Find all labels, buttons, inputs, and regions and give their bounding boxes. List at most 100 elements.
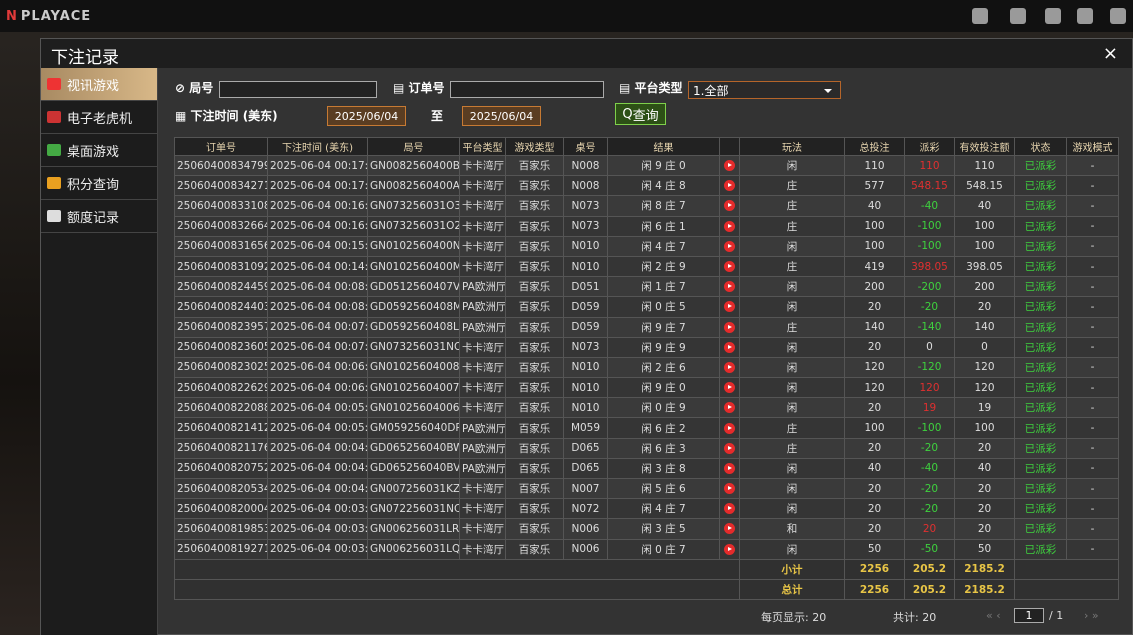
replay-icon[interactable] — [724, 261, 735, 273]
cell: 19 — [954, 397, 1015, 419]
replay-icon[interactable] — [724, 200, 735, 212]
prev-arrows[interactable]: « ‹ — [986, 609, 1001, 622]
cell: 闲 2 庄 9 — [607, 255, 720, 278]
cell: 20 — [904, 518, 955, 540]
cell: 庄 — [739, 255, 845, 278]
cell: 已派彩 — [1014, 316, 1067, 338]
cell: 2025-06-04 00:15:08 — [267, 235, 368, 257]
sidebar-icon — [47, 177, 61, 189]
replay-cell — [719, 518, 740, 540]
column-header: 平台类型 — [459, 137, 506, 156]
sidebar-item[interactable]: 电子老虎机 — [41, 101, 157, 134]
replay-icon[interactable] — [724, 543, 735, 555]
cell: 庄 — [739, 175, 845, 197]
cell: GN007256031KZ — [367, 477, 460, 500]
replay-icon[interactable] — [724, 382, 735, 394]
summary-blank — [1014, 578, 1119, 601]
cell: -20 — [904, 437, 955, 459]
replay-icon[interactable] — [724, 160, 735, 172]
cell: 已派彩 — [1014, 336, 1067, 358]
cell: 250604008205348 — [174, 477, 268, 500]
replay-icon[interactable] — [724, 281, 735, 293]
settings-icon[interactable] — [1077, 8, 1093, 24]
replay-icon[interactable] — [724, 483, 735, 495]
date-from[interactable]: 2025/06/04 — [327, 106, 406, 126]
summary-payout: 205.2 — [904, 578, 955, 601]
music-icon[interactable] — [1045, 8, 1061, 24]
close-button[interactable]: × — [1102, 43, 1118, 64]
replay-cell — [719, 457, 740, 480]
sidebar-item[interactable]: 积分查询 — [41, 167, 157, 200]
round-input[interactable] — [219, 81, 377, 98]
cell: - — [1066, 538, 1119, 560]
summary-row: 小计 2256 205.2 2185.2 — [174, 558, 1119, 580]
replay-icon[interactable] — [724, 301, 735, 313]
column-header: 结果 — [607, 137, 720, 156]
cell: 百家乐 — [505, 477, 564, 500]
cell: 闲 6 庄 1 — [607, 215, 720, 237]
next-arrows[interactable]: › » — [1084, 609, 1099, 622]
replay-icon[interactable] — [724, 321, 735, 333]
replay-cell — [719, 538, 740, 560]
label: 查询 — [632, 108, 659, 124]
cell: 100 — [954, 235, 1015, 257]
summary-blank — [174, 578, 740, 601]
order-input[interactable] — [450, 81, 604, 98]
replay-icon[interactable] — [724, 240, 735, 252]
replay-icon[interactable] — [724, 341, 735, 353]
cell: 闲 — [739, 397, 845, 419]
page-input[interactable]: 1 — [1014, 608, 1044, 623]
sidebar-item[interactable]: 视讯游戏 — [41, 68, 157, 101]
replay-icon[interactable] — [724, 503, 735, 515]
cell: 闲 1 庄 7 — [607, 276, 720, 298]
logo: N PLAYACE — [6, 8, 92, 24]
summary-blank — [174, 558, 740, 580]
replay-icon[interactable] — [724, 220, 735, 232]
column-header: 桌号 — [563, 137, 608, 156]
cell: GN01025604008 — [367, 356, 460, 379]
vip-icon[interactable] — [972, 8, 988, 24]
search-button[interactable]: Q 查询 — [615, 103, 666, 125]
message-icon[interactable] — [1110, 8, 1126, 24]
replay-icon[interactable] — [724, 523, 735, 535]
cell: 110 — [904, 154, 955, 177]
replay-icon[interactable] — [724, 402, 735, 414]
cell: 250604008220886 — [174, 397, 268, 419]
replay-icon[interactable] — [724, 180, 735, 192]
cell: 50 — [954, 538, 1015, 560]
replay-icon[interactable] — [724, 442, 735, 454]
summary-total-bet: 2256 — [844, 578, 905, 601]
sidebar-label: 视讯游戏 — [67, 78, 120, 94]
cell: -140 — [904, 316, 955, 338]
cell: 100 — [844, 235, 905, 257]
cell: 百家乐 — [505, 296, 564, 318]
replay-icon[interactable] — [724, 462, 735, 474]
replay-icon[interactable] — [724, 361, 735, 373]
cell: 已派彩 — [1014, 356, 1067, 379]
cell: 卡卡湾厅 — [459, 397, 506, 419]
sidebar-item[interactable]: 桌面游戏 — [41, 134, 157, 167]
order-label: ▤ 订单号 — [393, 81, 445, 95]
summary-payout: 205.2 — [904, 558, 955, 580]
replay-icon[interactable] — [724, 422, 735, 434]
platform-select[interactable]: 1.全部 — [688, 81, 841, 99]
cell: GN0082560400A — [367, 175, 460, 197]
cell: 闲 3 庄 5 — [607, 518, 720, 540]
cell: 250604008211761 — [174, 437, 268, 459]
cell: 闲 3 庄 8 — [607, 457, 720, 480]
cell: GN0102560400M — [367, 255, 460, 278]
cell: 110 — [844, 154, 905, 177]
cell: 闲 9 庄 7 — [607, 316, 720, 338]
chat-icon[interactable] — [1010, 8, 1026, 24]
cell: 闲 0 庄 7 — [607, 538, 720, 560]
cell: 已派彩 — [1014, 477, 1067, 500]
cell: 250604008331082 — [174, 195, 268, 217]
sidebar-item[interactable]: 额度记录 — [41, 200, 157, 233]
cell: M059 — [563, 417, 608, 439]
date-to[interactable]: 2025/06/04 — [462, 106, 541, 126]
page-count: / 1 — [1049, 609, 1064, 622]
cell: 已派彩 — [1014, 377, 1067, 399]
